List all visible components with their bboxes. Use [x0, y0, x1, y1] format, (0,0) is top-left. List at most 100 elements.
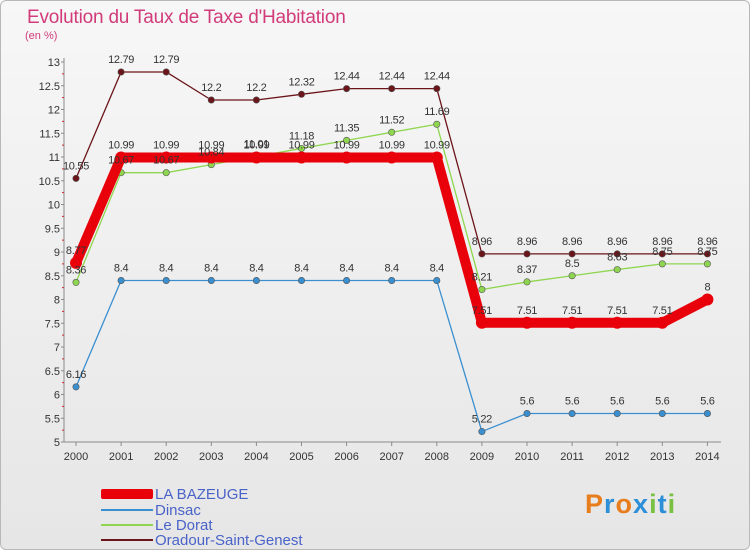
y-tick-label: 6.5 [45, 366, 60, 378]
data-label-oradour-saint-genest: 8.96 [562, 236, 582, 248]
data-label-le-dorat: 10.84 [198, 147, 224, 159]
data-label-la-bazeuge: 10.99 [153, 139, 179, 151]
legend-item-la-bazeuge: LA BAZEUGE [101, 486, 401, 503]
data-label-dinsac: 8.4 [249, 263, 264, 275]
y-tick-label: 7 [54, 342, 60, 354]
data-label-dinsac: 5.22 [472, 414, 492, 426]
data-label-dinsac: 5.6 [610, 396, 625, 408]
y-tick-label: 6 [54, 390, 60, 402]
x-tick-label: 2013 [650, 451, 674, 463]
data-point-la-bazeuge [430, 151, 443, 164]
y-tick-label: 10.5 [39, 176, 60, 188]
data-label-dinsac: 5.6 [655, 396, 670, 408]
data-label-oradour-saint-genest: 8.96 [607, 236, 627, 248]
data-point-oradour-saint-genest [388, 85, 396, 93]
data-point-la-bazeuge [566, 316, 579, 329]
x-tick-label: 2009 [470, 451, 494, 463]
data-label-la-bazeuge: 7.51 [652, 305, 672, 317]
data-point-la-bazeuge [295, 151, 308, 164]
legend-swatch-oradour-saint-genest [101, 539, 153, 541]
legend-label-dinsac: Dinsac [155, 502, 201, 519]
legend-label-le-dorat: Le Dorat [155, 517, 213, 534]
data-point-le-dorat [568, 272, 576, 280]
data-point-oradour-saint-genest [343, 85, 351, 93]
data-label-la-bazeuge: 10.99 [334, 139, 360, 151]
y-tick-label: 8 [54, 295, 60, 307]
data-point-la-bazeuge [701, 293, 714, 306]
data-label-la-bazeuge: 7.51 [517, 305, 537, 317]
data-label-dinsac: 8.4 [430, 263, 445, 275]
data-point-dinsac [117, 276, 125, 284]
legend-swatch-la-bazeuge [101, 489, 153, 499]
data-point-la-bazeuge [475, 316, 488, 329]
data-point-dinsac [433, 276, 441, 284]
data-point-dinsac [388, 276, 396, 284]
data-point-dinsac [207, 276, 215, 284]
data-label-le-dorat: 8.36 [66, 264, 86, 276]
data-point-la-bazeuge [70, 256, 82, 269]
data-label-la-bazeuge: 10.99 [379, 139, 405, 151]
data-point-le-dorat [703, 260, 711, 268]
data-label-oradour-saint-genest: 12.2 [246, 82, 266, 94]
data-point-dinsac [343, 276, 351, 284]
y-tick-label: 9 [54, 247, 60, 259]
data-label-le-dorat: 8.5 [565, 258, 580, 270]
legend-item-dinsac: Dinsac [101, 502, 401, 519]
data-point-oradour-saint-genest [162, 68, 170, 76]
data-label-oradour-saint-genest: 12.79 [108, 54, 134, 66]
data-point-la-bazeuge [340, 151, 353, 164]
data-point-le-dorat [658, 260, 666, 268]
data-label-dinsac: 5.6 [520, 396, 535, 408]
data-label-oradour-saint-genest: 8.96 [697, 236, 717, 248]
x-tick-label: 2003 [199, 451, 223, 463]
proxiti-logo: Proxiti [585, 489, 677, 519]
x-tick-label: 2001 [109, 451, 133, 463]
legend-item-le-dorat: Le Dorat [101, 517, 401, 534]
legend-label-la-bazeuge: LA BAZEUGE [155, 486, 249, 503]
data-label-le-dorat: 11.69 [424, 106, 449, 118]
data-point-le-dorat [72, 278, 80, 286]
data-point-oradour-saint-genest [658, 250, 666, 258]
data-point-dinsac [297, 276, 305, 284]
x-tick-label: 2007 [379, 451, 403, 463]
data-label-le-dorat: 8.63 [607, 252, 627, 264]
data-point-la-bazeuge [656, 316, 669, 329]
data-label-dinsac: 8.4 [339, 263, 354, 275]
data-label-la-bazeuge: 7.51 [472, 305, 492, 317]
data-label-le-dorat: 11.18 [289, 130, 314, 142]
data-label-oradour-saint-genest: 12.79 [153, 54, 179, 66]
data-point-dinsac [613, 409, 621, 417]
data-label-la-bazeuge: 10.99 [288, 139, 314, 151]
y-tick-label: 13 [48, 57, 60, 69]
data-point-le-dorat [343, 136, 351, 144]
data-label-la-bazeuge: 7.51 [607, 305, 627, 317]
data-point-la-bazeuge [115, 151, 128, 164]
data-label-le-dorat: 8.75 [652, 246, 672, 258]
data-label-dinsac: 8.4 [294, 263, 309, 275]
y-tick-label: 11 [49, 152, 60, 164]
x-tick-label: 2005 [289, 451, 313, 463]
x-tick-label: 2004 [244, 451, 268, 463]
data-point-dinsac [523, 409, 531, 417]
data-point-dinsac [658, 409, 666, 417]
data-label-la-bazeuge: 10.99 [198, 139, 224, 151]
data-point-oradour-saint-genest [478, 250, 486, 258]
legend-label-oradour-saint-genest: Oradour-Saint-Genest [155, 532, 303, 549]
data-point-oradour-saint-genest [703, 250, 711, 258]
data-point-oradour-saint-genest [523, 250, 531, 258]
data-point-dinsac [478, 428, 486, 436]
data-point-dinsac [162, 276, 170, 284]
data-label-oradour-saint-genest: 10.55 [63, 160, 89, 172]
y-tick-label: 9.5 [45, 223, 60, 235]
y-tick-label: 11.5 [39, 128, 60, 140]
data-point-le-dorat [613, 266, 621, 274]
data-point-le-dorat [388, 128, 396, 136]
data-label-dinsac: 5.6 [565, 396, 580, 408]
data-point-la-bazeuge [611, 316, 624, 329]
x-tick-label: 2002 [154, 451, 178, 463]
data-label-la-bazeuge: 10.99 [424, 139, 450, 151]
legend-swatch-dinsac [101, 509, 153, 511]
y-tick-label: 12 [48, 105, 60, 117]
data-label-le-dorat: 8.37 [517, 264, 537, 276]
